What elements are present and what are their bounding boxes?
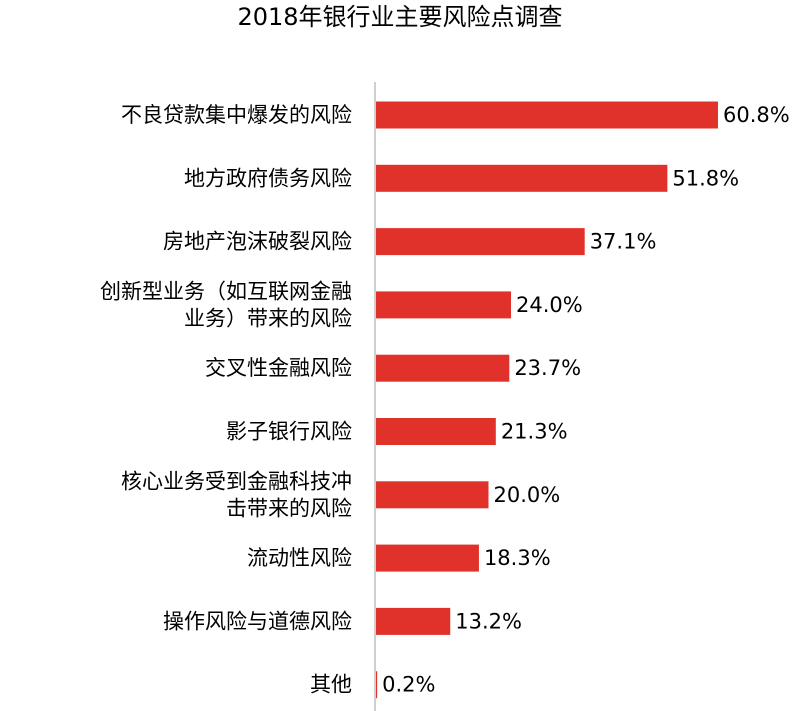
category-label: 业务）带来的风险 bbox=[184, 306, 352, 330]
category-label: 地方政府债务风险 bbox=[184, 166, 352, 190]
category-label: 创新型业务（如互联网金融 bbox=[100, 279, 352, 303]
data-label: 24.0% bbox=[516, 293, 583, 317]
bar bbox=[376, 418, 496, 445]
category-label: 交叉性金融风险 bbox=[205, 356, 352, 380]
category-label: 操作风险与道德风险 bbox=[163, 609, 352, 633]
data-label: 37.1% bbox=[590, 230, 657, 254]
bar bbox=[376, 481, 489, 509]
bar bbox=[376, 291, 511, 319]
data-label: 21.3% bbox=[501, 420, 568, 444]
bar bbox=[376, 228, 585, 256]
category-label: 不良贷款集中爆发的风险 bbox=[121, 103, 352, 127]
category-label: 流动性风险 bbox=[247, 546, 352, 570]
data-label: 51.8% bbox=[672, 166, 739, 190]
data-label: 60.8% bbox=[723, 103, 790, 127]
bar bbox=[376, 101, 718, 129]
data-label: 0.2% bbox=[382, 673, 435, 697]
data-label: 23.7% bbox=[514, 356, 581, 380]
bar bbox=[376, 164, 668, 192]
bar bbox=[376, 544, 479, 572]
category-label: 影子银行风险 bbox=[226, 420, 352, 444]
category-label: 其他 bbox=[310, 673, 352, 697]
data-label: 20.0% bbox=[494, 483, 561, 507]
chart-title: 2018年银行业主要风险点调查 bbox=[237, 3, 563, 31]
data-label: 18.3% bbox=[484, 546, 551, 570]
data-label: 13.2% bbox=[455, 609, 522, 633]
category-label: 核心业务受到金融科技冲 bbox=[121, 469, 352, 493]
bar bbox=[376, 607, 451, 635]
category-label: 房地产泡沫破裂风险 bbox=[163, 230, 352, 254]
category-label: 击带来的风险 bbox=[226, 496, 352, 520]
bar bbox=[376, 354, 510, 382]
bar bbox=[376, 671, 378, 699]
